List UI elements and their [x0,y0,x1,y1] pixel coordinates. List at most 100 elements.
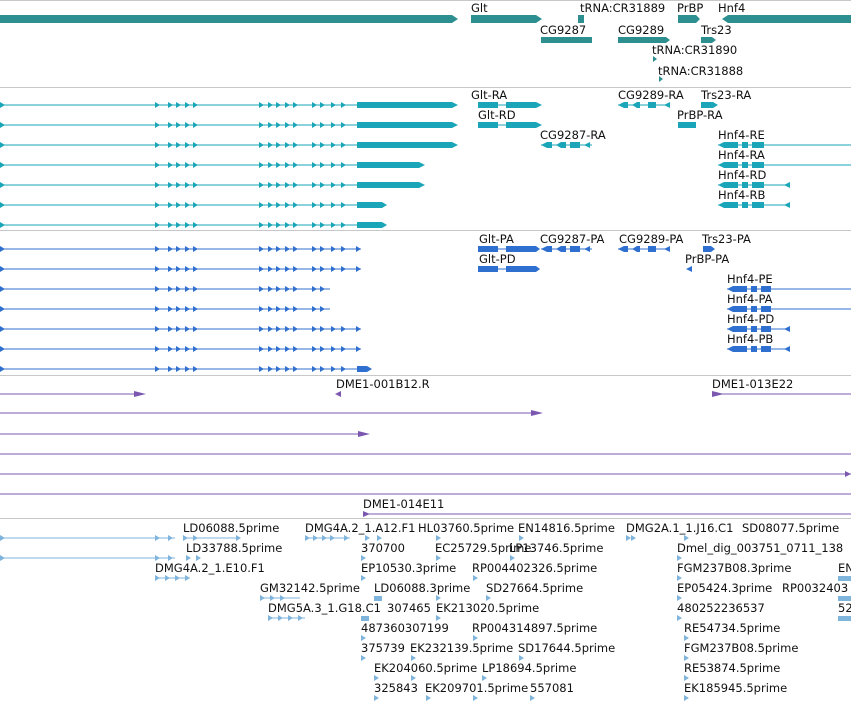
est-feature[interactable] [411,675,416,681]
transcript-feature[interactable] [541,142,592,148]
protein-feature[interactable] [618,246,670,252]
est-label: EK185945.5prime [684,681,787,695]
gene-feature[interactable] [0,15,458,23]
clone-feature[interactable] [0,391,146,397]
transcript-feature[interactable] [678,122,696,128]
est-feature[interactable] [365,535,382,541]
est-feature[interactable] [486,595,491,601]
est-feature[interactable] [268,615,305,621]
transcript-feature[interactable] [618,102,670,108]
est-feature[interactable] [519,535,524,541]
est-feature[interactable] [677,575,682,581]
est-feature[interactable] [473,575,478,581]
gene-feature[interactable] [618,37,670,43]
transcript-feature[interactable] [478,102,542,108]
protein-feature[interactable] [686,266,692,272]
protein-feature[interactable] [727,346,790,352]
protein-feature[interactable] [0,306,330,312]
est-feature[interactable] [838,616,851,621]
est-feature[interactable] [361,635,366,641]
protein-feature[interactable] [478,266,540,272]
protein-feature[interactable] [703,246,715,252]
est-feature[interactable] [155,575,190,581]
est-feature[interactable] [482,675,487,681]
protein-feature[interactable] [478,246,540,252]
est-feature[interactable] [473,635,478,641]
gene-feature[interactable] [541,37,592,43]
est-feature[interactable] [684,635,689,641]
gene-feature[interactable] [578,15,582,23]
est-feature[interactable] [677,595,682,601]
est-feature[interactable] [436,535,441,541]
transcript-feature[interactable] [701,102,718,108]
protein-feature[interactable] [727,306,851,312]
clone-feature[interactable] [712,391,851,397]
est-feature[interactable] [838,596,851,601]
est-feature[interactable] [677,555,682,561]
gene-feature[interactable] [678,15,700,23]
est-feature[interactable] [626,535,636,541]
est-label: RE54734.5prime [684,621,780,635]
est-feature[interactable] [186,555,201,561]
protein-feature[interactable] [727,286,851,292]
gene-label: Glt [471,1,488,15]
transcript-feature[interactable] [0,182,425,188]
transcript-feature[interactable] [718,202,790,208]
transcript-feature[interactable] [718,162,851,168]
est-feature[interactable] [436,615,441,621]
est-feature[interactable] [374,596,382,601]
est-feature[interactable] [684,655,689,661]
transcript-feature[interactable] [0,122,458,128]
est-feature[interactable] [519,655,524,661]
clone-feature[interactable] [0,431,370,437]
est-feature[interactable] [436,555,441,561]
est-feature[interactable] [510,555,515,561]
gene-feature[interactable] [659,76,663,82]
protein-feature[interactable] [541,246,592,252]
est-feature[interactable] [473,695,478,701]
gene-feature[interactable] [701,37,716,43]
est-feature[interactable] [530,695,535,701]
transcript-feature[interactable] [718,142,851,148]
est-feature[interactable] [426,695,431,701]
protein-feature[interactable] [0,366,372,372]
est-feature[interactable] [436,595,441,601]
est-feature[interactable] [305,535,350,541]
transcript-feature[interactable] [0,102,458,108]
transcript-feature[interactable] [478,122,542,128]
clone-feature[interactable] [363,511,851,517]
transcript-feature[interactable] [0,222,387,228]
est-feature[interactable] [374,695,379,701]
est-feature[interactable] [361,616,369,621]
est-feature[interactable] [183,535,241,541]
est-feature[interactable] [0,555,175,561]
transcript-feature[interactable] [718,182,790,188]
est-feature[interactable] [677,615,682,621]
est-feature[interactable] [361,555,366,561]
est-feature[interactable] [411,655,416,661]
est-feature[interactable] [361,655,366,661]
protein-feature[interactable] [727,326,790,332]
gene-feature[interactable] [722,15,851,23]
transcript-feature[interactable] [0,162,425,168]
est-feature[interactable] [374,675,379,681]
protein-feature[interactable] [0,266,361,272]
est-feature[interactable] [361,575,366,581]
transcript-feature[interactable] [0,142,458,148]
est-feature[interactable] [684,675,689,681]
est-feature[interactable] [684,695,689,701]
transcript-feature[interactable] [0,202,387,208]
protein-feature[interactable] [0,326,361,332]
est-feature[interactable] [0,535,175,541]
protein-feature[interactable] [0,286,330,292]
clone-feature[interactable] [0,471,851,477]
est-feature[interactable] [838,576,851,581]
gene-feature[interactable] [471,15,542,23]
est-feature[interactable] [684,535,689,541]
clone-feature[interactable] [335,391,341,397]
protein-feature[interactable] [0,246,361,252]
clone-feature[interactable] [0,410,543,416]
est-feature[interactable] [260,595,300,601]
gene-feature[interactable] [653,56,657,62]
protein-feature[interactable] [0,346,361,352]
